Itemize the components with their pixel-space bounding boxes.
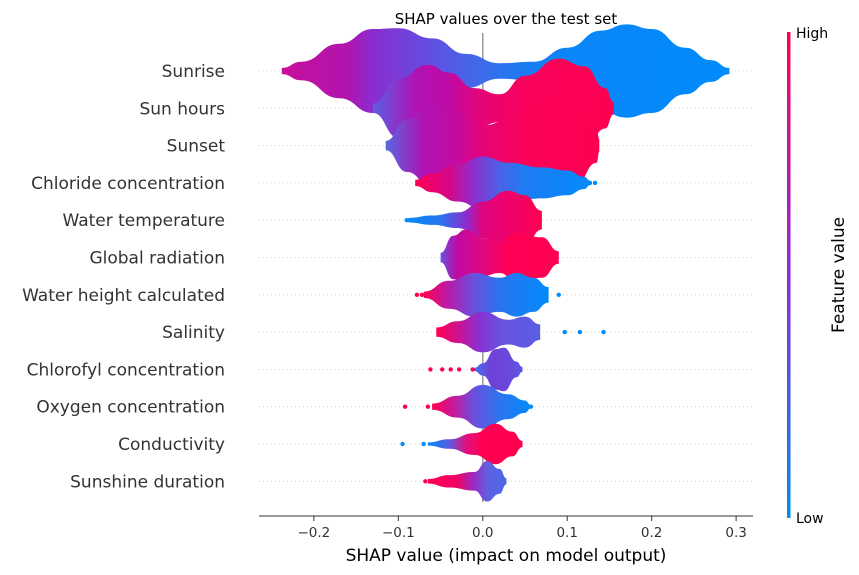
colorbar-gradient [787,32,791,518]
outlier-point [562,329,567,335]
feature-label: Conductivity [118,435,225,455]
violin-chloride-concentration [415,156,590,210]
outlier-point [414,292,420,297]
feature-label: Chlorofyl concentration [27,360,225,380]
violin-conductivity [427,423,523,465]
x-axis: −0.2 −0.1 0.0 0.1 0.2 0.3 [259,515,753,541]
x-tick-label: 0.1 [556,525,577,541]
violin-water-height-calculated [423,273,549,317]
outlier-point [601,329,606,335]
outlier-point [440,367,445,372]
feature-label: Sunset [167,137,226,157]
outlier-point [577,329,583,335]
outlier-point [587,180,593,186]
outlier-point [470,367,475,372]
outlier-point [421,441,426,447]
feature-label: Sunrise [162,62,225,82]
violin-global-radiation [440,229,559,286]
outlier-point [400,441,405,447]
outlier-point [425,404,431,409]
plot-area: Sunrise Sun hours Sunset Chloride concentra… [22,24,753,502]
x-axis-label: SHAP value (impact on model output) [346,546,667,566]
feature-label: Global radiation [89,249,225,269]
outlier-point [402,404,408,409]
violin-water-temperature [408,190,542,250]
x-tick-label: 0.2 [641,525,662,541]
x-tick-label: −0.1 [382,525,415,541]
feature-label: Sun hours [139,99,225,119]
outlier-point [448,367,453,372]
violin-sunshine-duration [427,461,507,502]
violin-chlorofyl-concentration [474,347,523,392]
feature-label: Chloride concentration [31,174,225,194]
x-tick-label: 0.0 [472,525,493,541]
outlier-point [528,404,534,409]
colorbar-high-label: High [796,26,828,42]
outlier-point [592,180,598,186]
outlier-point [428,367,433,372]
outlier-point [556,292,561,297]
outlier-point [423,479,428,484]
colorbar: High Low Feature value [787,26,849,527]
outlier-point [419,292,425,297]
x-tick-label: 0.3 [725,525,746,541]
colorbar-low-label: Low [796,511,824,527]
feature-label: Sunshine duration [70,472,225,492]
outlier-point [456,367,462,372]
outlier-point [404,218,409,223]
colorbar-title: Feature value [829,217,849,333]
x-tick-label: −0.2 [297,525,330,541]
feature-label: Oxygen concentration [36,398,225,418]
chart-title: SHAP values over the test set [395,10,618,28]
feature-label: Water height calculated [22,286,225,306]
violin-oxygen-concentration [432,384,531,429]
feature-label: Salinity [162,323,225,343]
violin-salinity [436,311,541,353]
feature-label: Water temperature [62,211,225,231]
